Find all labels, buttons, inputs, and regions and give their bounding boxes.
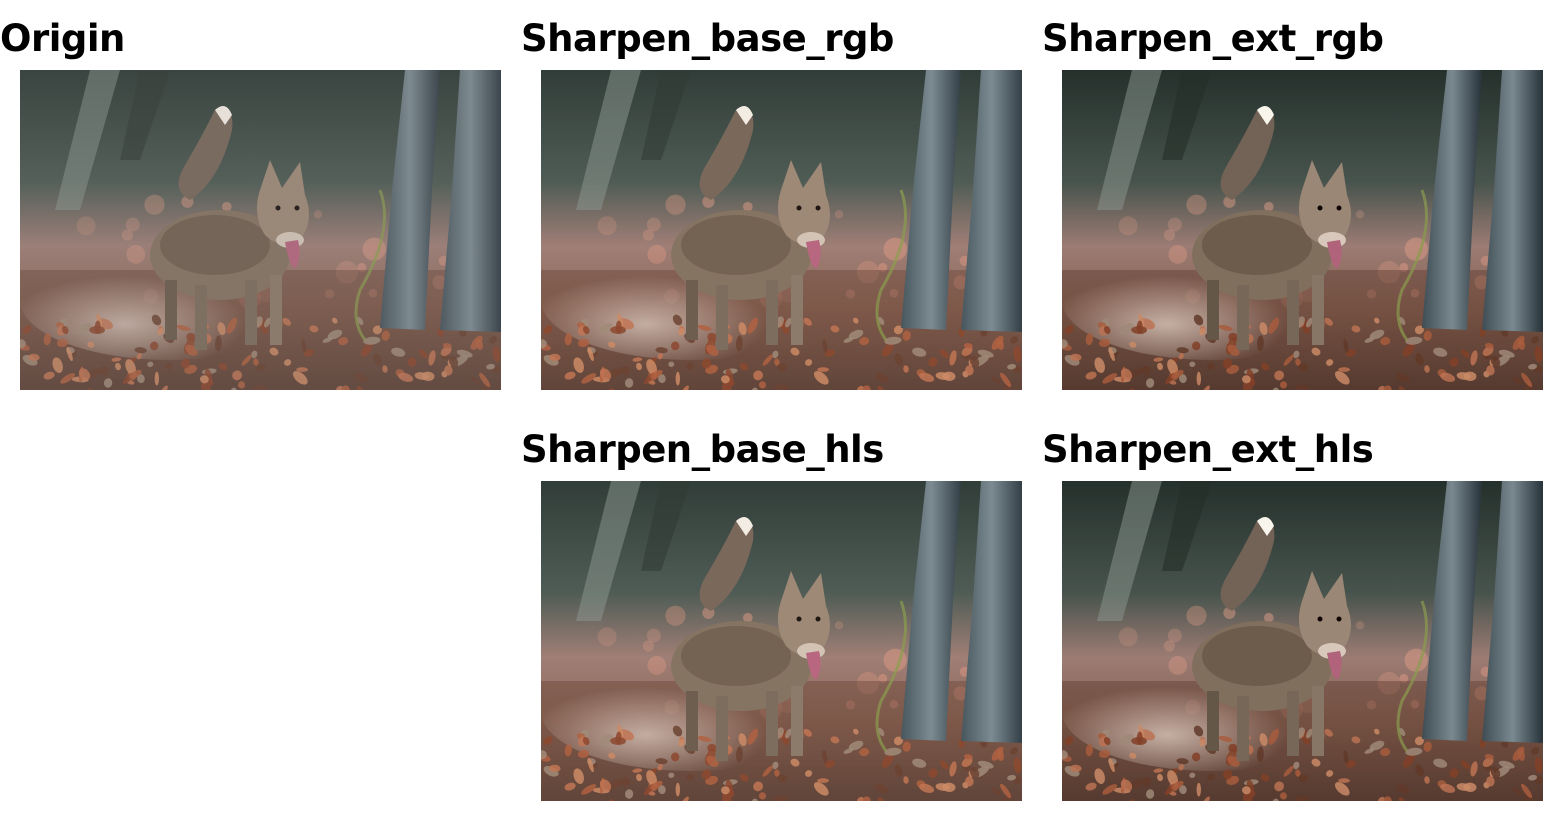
image-origin bbox=[20, 70, 501, 390]
panel-title-sharpen-base-rgb: Sharpen_base_rgb bbox=[521, 17, 894, 60]
panel-title-sharpen-ext-hls: Sharpen_ext_hls bbox=[1042, 428, 1374, 471]
image-sharpen-ext-hls bbox=[1062, 481, 1543, 801]
image-sharpen-base-rgb bbox=[541, 70, 1022, 390]
panel-title-sharpen-base-hls: Sharpen_base_hls bbox=[521, 428, 884, 471]
panel-title-sharpen-ext-rgb: Sharpen_ext_rgb bbox=[1042, 17, 1384, 60]
panel-title-origin: Origin bbox=[0, 17, 125, 60]
image-sharpen-ext-rgb bbox=[1062, 70, 1543, 390]
image-sharpen-base-hls bbox=[541, 481, 1022, 801]
